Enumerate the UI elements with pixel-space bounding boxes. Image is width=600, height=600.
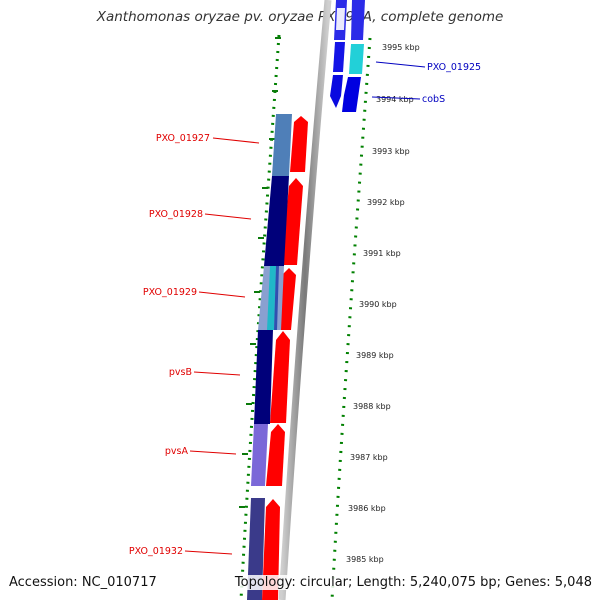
tick-label: 3993 kbp <box>372 147 410 156</box>
reverse-strand-features[interactable] <box>330 0 365 112</box>
tick-label: 3994 kbp <box>376 95 414 104</box>
tick-label: 3987 kbp <box>350 453 388 462</box>
gene-PXO_01927-arrow[interactable] <box>290 116 308 172</box>
leader-pvsA <box>189 450 237 455</box>
gene-label-pvsB[interactable]: pvsB <box>169 367 192 378</box>
tick-label: 3990 kbp <box>359 300 397 309</box>
leader-PXO_01925 <box>375 61 426 68</box>
gene-leader-lines <box>184 61 426 555</box>
genome-backbone <box>278 0 332 600</box>
gene-cobS-arrow[interactable] <box>342 77 361 112</box>
outer-tick-ring <box>330 37 372 600</box>
tick-label: 3995 kbp <box>382 43 420 52</box>
leader-pvsB <box>193 371 241 376</box>
leader-PXO_01932 <box>184 550 233 555</box>
genome-summary-text: Topology: circular; Length: 5,240,075 bp… <box>232 575 592 590</box>
cog-blocks <box>247 114 292 600</box>
gene-label-PXO_01928[interactable]: PXO_01928 <box>149 209 203 220</box>
gene-PXO_01932-arrow[interactable] <box>262 499 280 600</box>
gene-label-PXO_01927[interactable]: PXO_01927 <box>156 133 210 144</box>
tick-label: 3991 kbp <box>363 249 401 258</box>
map-title: Xanthomonas oryzae pv. oryzae PXO99A, co… <box>96 9 504 25</box>
gene-labels: PXO_01925 cobS PXO_01927 PXO_01928 PXO_0… <box>129 62 481 557</box>
tick-label: 3985 kbp <box>346 555 384 564</box>
gene-label-PXO_01929[interactable]: PXO_01929 <box>143 287 197 298</box>
tick-label: 3989 kbp <box>356 351 394 360</box>
inner-dash-marks <box>239 37 281 508</box>
leader-PXO_01929 <box>198 291 246 298</box>
gene-pvsB-arrow[interactable] <box>270 331 290 423</box>
gene-PXO_01928-arrow[interactable] <box>281 178 303 265</box>
gene-label-PXO_01925[interactable]: PXO_01925 <box>427 62 481 73</box>
accession-text: Accession: NC_010717 <box>9 575 157 590</box>
gene-label-pvsA[interactable]: pvsA <box>165 446 189 457</box>
gene-label-PXO_01932[interactable]: PXO_01932 <box>129 546 183 557</box>
tick-label: 3986 kbp <box>348 504 386 513</box>
tick-label: 3992 kbp <box>367 198 405 207</box>
leader-cobS <box>371 96 421 100</box>
gene-label-cobS[interactable]: cobS <box>422 94 445 105</box>
kbp-labels: 3995 kbp 3994 kbp 3993 kbp 3992 kbp 3991… <box>346 43 420 564</box>
leader-PXO_01927 <box>212 137 260 144</box>
gene-PXO_01925-arrow[interactable] <box>330 75 343 108</box>
tick-label: 3988 kbp <box>353 402 391 411</box>
gene-pvsA-arrow[interactable] <box>266 424 285 486</box>
leader-PXO_01928 <box>204 213 252 220</box>
